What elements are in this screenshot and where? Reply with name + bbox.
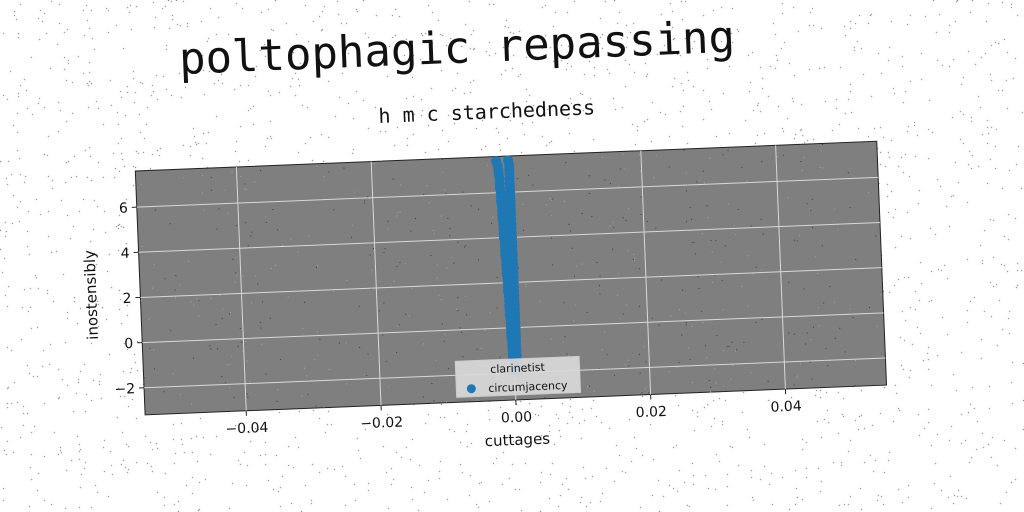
data-points bbox=[491, 155, 523, 378]
x-tick-label: −0.02 bbox=[360, 414, 404, 432]
x-grid-line bbox=[235, 166, 247, 411]
legend-title: clarinetist bbox=[490, 361, 546, 376]
y-tick-label: 6 bbox=[119, 201, 129, 217]
x-tick-label: 0.00 bbox=[501, 409, 533, 426]
y-tick-label: 2 bbox=[122, 291, 132, 307]
y-axis-ticks: −2 0 2 4 6 bbox=[114, 201, 145, 398]
legend-marker bbox=[466, 384, 476, 394]
x-tick-label: 0.04 bbox=[770, 398, 802, 415]
x-grid-line bbox=[370, 161, 382, 406]
legend: clarinetist circumjacency bbox=[454, 355, 582, 398]
y-tick-label: −2 bbox=[114, 381, 135, 398]
y-tick-label: 4 bbox=[120, 246, 130, 262]
y-axis-label: inostensibly bbox=[80, 250, 102, 341]
plot-noise bbox=[140, 144, 883, 408]
x-axis-ticks: −0.04 −0.02 0.00 0.02 0.04 bbox=[225, 389, 802, 438]
y-tick-label: 0 bbox=[124, 336, 134, 352]
x-axis-label: cuttages bbox=[484, 430, 550, 451]
x-grid-line bbox=[640, 150, 652, 395]
x-grid-line bbox=[775, 145, 786, 390]
legend-box bbox=[454, 355, 582, 398]
x-tick-label: −0.04 bbox=[225, 420, 269, 438]
x-tick-label: 0.02 bbox=[635, 404, 667, 421]
legend-entry-label: circumjacency bbox=[488, 379, 568, 395]
